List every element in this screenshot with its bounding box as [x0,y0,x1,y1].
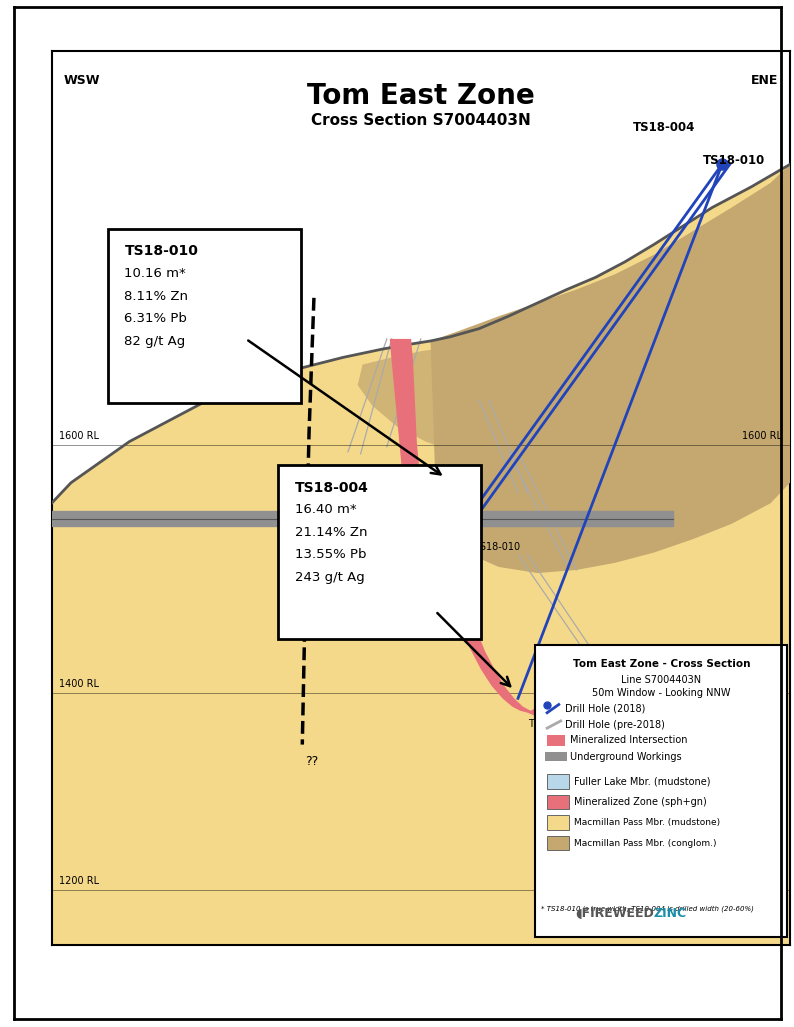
Text: Mineralized Zone (sph+gn): Mineralized Zone (sph+gn) [574,797,707,807]
FancyBboxPatch shape [108,229,301,403]
Text: Macmillan Pass Mbr. (mudstone): Macmillan Pass Mbr. (mudstone) [574,819,720,827]
Bar [547,815,569,830]
Text: 1600 RL: 1600 RL [742,430,782,441]
Text: WSW: WSW [64,74,100,87]
Text: TS18-010: TS18-010 [125,244,198,259]
Polygon shape [430,164,790,573]
Text: 1400 RL: 1400 RL [742,679,782,689]
Text: 1200 RL: 1200 RL [742,876,782,886]
Text: Mineralized Intersection: Mineralized Intersection [570,735,688,746]
Text: ??: ?? [306,755,318,768]
Polygon shape [52,51,790,503]
Text: 10.16 m*: 10.16 m* [125,267,187,280]
Text: 8.11% Zn: 8.11% Zn [125,290,188,303]
Polygon shape [390,339,477,632]
Text: ZINC: ZINC [653,907,687,920]
Text: TS18-004: TS18-004 [528,719,574,729]
Text: 13.55% Pb: 13.55% Pb [295,548,366,562]
Text: 6.31% Pb: 6.31% Pb [125,312,187,326]
Text: Drill Hole (pre-2018): Drill Hole (pre-2018) [565,720,665,730]
Text: 82 g/t Ag: 82 g/t Ag [125,335,186,348]
Text: 21.14% Zn: 21.14% Zn [295,526,367,539]
Text: 1600 RL: 1600 RL [60,430,99,441]
Bar [547,735,565,746]
Bar [547,774,569,789]
Text: Tom East Zone - Cross Section: Tom East Zone - Cross Section [572,659,750,670]
Polygon shape [461,632,538,713]
Text: TS18-004: TS18-004 [633,120,695,134]
FancyBboxPatch shape [535,645,787,937]
Bar [547,795,569,809]
FancyBboxPatch shape [278,465,481,639]
Text: Drill Hole (2018): Drill Hole (2018) [565,703,645,714]
Bar [547,836,569,850]
Text: Underground Workings: Underground Workings [570,752,682,762]
Text: Cross Section S7004403N: Cross Section S7004403N [311,113,530,128]
Bar [545,752,567,761]
Text: 1400 RL: 1400 RL [60,679,99,689]
Text: 16.40 m*: 16.40 m* [295,503,357,517]
Text: ??: ?? [620,694,634,707]
Text: * TS18-010 is true width, TS18-004 is drilled width (20-60%): * TS18-010 is true width, TS18-004 is dr… [542,906,754,912]
Text: Line S7004403N: Line S7004403N [621,675,701,685]
Polygon shape [357,345,567,454]
Text: 1200 RL: 1200 RL [60,876,99,886]
Text: ENE: ENE [751,74,778,87]
Text: 243 g/t Ag: 243 g/t Ag [295,571,364,584]
Text: Macmillan Pass Mbr. (conglom.): Macmillan Pass Mbr. (conglom.) [574,839,717,847]
Text: 50m Window - Looking NNW: 50m Window - Looking NNW [592,688,730,698]
Text: TS18-010: TS18-010 [474,542,520,553]
Text: TS18-010: TS18-010 [703,154,765,167]
Text: Tom East Zone: Tom East Zone [307,82,534,110]
Text: Fuller Lake Mbr. (mudstone): Fuller Lake Mbr. (mudstone) [574,776,711,787]
Text: ◖FIREWEED: ◖FIREWEED [575,907,653,920]
Polygon shape [528,690,613,721]
Text: TS18-004: TS18-004 [295,481,368,495]
